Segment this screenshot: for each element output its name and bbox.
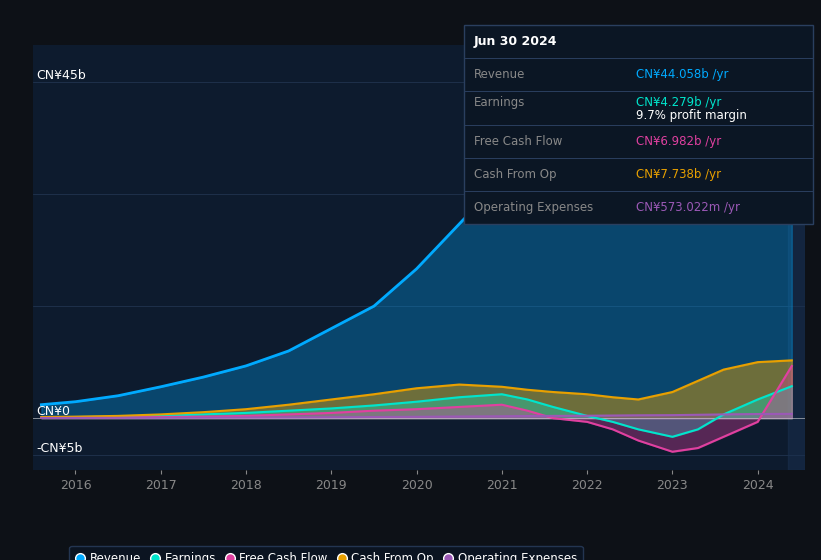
- Text: 9.7% profit margin: 9.7% profit margin: [636, 109, 747, 122]
- Bar: [787, 45, 805, 470]
- Text: CN¥4.279b /yr: CN¥4.279b /yr: [636, 96, 722, 109]
- Text: CN¥44.058b /yr: CN¥44.058b /yr: [636, 68, 729, 81]
- Text: Revenue: Revenue: [474, 68, 525, 81]
- Text: Operating Expenses: Operating Expenses: [474, 201, 593, 214]
- Text: CN¥45b: CN¥45b: [37, 69, 86, 82]
- Legend: Revenue, Earnings, Free Cash Flow, Cash From Op, Operating Expenses: Revenue, Earnings, Free Cash Flow, Cash …: [70, 546, 583, 560]
- Text: Jun 30 2024: Jun 30 2024: [474, 35, 557, 48]
- Text: CN¥573.022m /yr: CN¥573.022m /yr: [636, 201, 741, 214]
- Text: -CN¥5b: -CN¥5b: [37, 442, 83, 455]
- Text: CN¥6.982b /yr: CN¥6.982b /yr: [636, 134, 722, 148]
- Text: Earnings: Earnings: [474, 96, 525, 109]
- Text: CN¥0: CN¥0: [37, 405, 71, 418]
- Text: CN¥7.738b /yr: CN¥7.738b /yr: [636, 168, 722, 181]
- Text: Free Cash Flow: Free Cash Flow: [474, 134, 562, 148]
- Text: Cash From Op: Cash From Op: [474, 168, 556, 181]
